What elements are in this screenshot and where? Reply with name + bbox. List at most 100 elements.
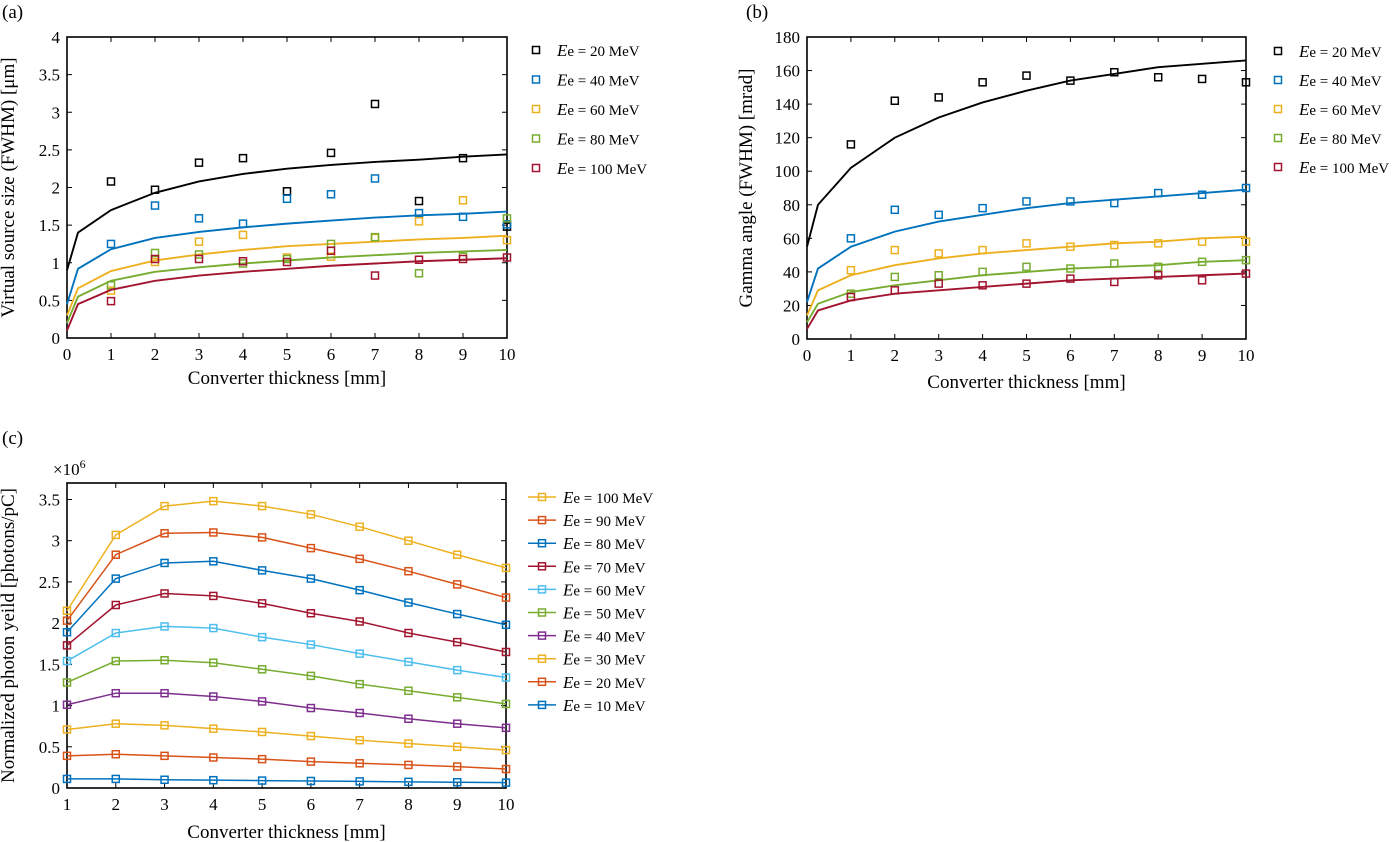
data-point xyxy=(111,749,121,759)
data-point xyxy=(934,93,943,102)
data-point xyxy=(62,700,72,709)
data-point xyxy=(890,286,900,295)
data-point xyxy=(62,725,72,734)
legend-label-text: e = 60 MeV xyxy=(567,103,639,119)
legend-label: Ee = 90 MeV xyxy=(562,511,646,530)
legend-marker-swatch xyxy=(531,134,541,143)
data-point xyxy=(1110,240,1119,250)
legend-label-italic: E xyxy=(556,41,568,60)
data-point xyxy=(370,232,380,242)
x-tick-label: 2 xyxy=(151,345,160,364)
legend-label: Ee = 20 MeV xyxy=(556,41,640,60)
legend-label-italic: E xyxy=(562,534,574,553)
data-point xyxy=(890,205,900,215)
series-9 xyxy=(62,749,511,774)
legend-label-text: e = 50 MeV xyxy=(573,607,645,623)
series-3 xyxy=(62,557,511,637)
legend-label: Ee = 60 MeV xyxy=(562,580,646,599)
data-point xyxy=(257,665,267,674)
data-point xyxy=(282,187,292,196)
data-point xyxy=(111,628,121,638)
data-point xyxy=(846,265,856,275)
fit-curve xyxy=(66,210,508,305)
data-point xyxy=(209,724,218,733)
legend-label: Ee = 30 MeV xyxy=(562,650,646,669)
data-point xyxy=(194,158,204,167)
legend-label-text: e = 100 MeV xyxy=(1309,161,1389,177)
x-tick-label: 5 xyxy=(258,795,267,814)
series-3 xyxy=(806,235,1251,316)
legend-marker-swatch xyxy=(531,163,541,173)
series-line xyxy=(66,560,507,633)
data-point xyxy=(106,281,116,290)
data-point xyxy=(1197,257,1207,267)
data-point xyxy=(194,237,204,246)
y-tick-label: 3 xyxy=(52,532,61,551)
plot-area-frame xyxy=(66,482,507,789)
legend-label-text: e = 70 MeV xyxy=(573,560,645,576)
data-point xyxy=(1153,239,1163,248)
data-point xyxy=(282,257,292,267)
y-tick-label: 0.5 xyxy=(39,738,60,757)
data-point xyxy=(282,194,292,204)
legend-marker-swatch xyxy=(537,700,547,710)
legend-entry: Ee = 60 MeV xyxy=(1273,100,1382,119)
data-point xyxy=(414,217,424,226)
y-tick-label: 0 xyxy=(52,779,61,798)
x-tick-label: 10 xyxy=(499,345,516,364)
legend-entry: Ee = 100 MeV xyxy=(531,159,647,178)
data-point xyxy=(355,679,364,689)
data-point xyxy=(978,267,987,277)
data-point xyxy=(209,658,218,667)
series-2 xyxy=(806,183,1251,303)
legend-marker-swatch xyxy=(1273,133,1283,143)
data-point xyxy=(1153,73,1163,82)
data-point xyxy=(404,598,413,607)
x-tick-label: 5 xyxy=(1022,346,1031,365)
fit-curve xyxy=(806,272,1247,330)
data-point xyxy=(502,235,512,245)
chart-panel-3: (c) 1 2 3 4 5 6 7 8 9 10 0 0.5 1 1.5 2 2.5 3 3.5 Converter … xyxy=(0,428,653,842)
data-point xyxy=(326,190,336,199)
series-line xyxy=(66,500,507,612)
data-point xyxy=(257,727,267,737)
x-tick-label: 2 xyxy=(112,795,121,814)
x-axis-label: Converter thickness [mm] xyxy=(927,372,1125,393)
data-point xyxy=(1022,239,1031,248)
series-line xyxy=(66,659,507,705)
legend-marker-swatch xyxy=(537,608,547,617)
legend-label-italic: E xyxy=(556,130,568,149)
legend-label-text: e = 30 MeV xyxy=(573,653,645,669)
data-point xyxy=(106,239,116,249)
legend-marker-swatch xyxy=(537,492,547,502)
legend-label: Ee = 40 MeV xyxy=(1298,71,1382,90)
legend-label-italic: E xyxy=(1298,129,1310,148)
data-point xyxy=(501,699,511,709)
data-point xyxy=(257,533,267,542)
legend-label-text: e = 20 MeV xyxy=(573,676,645,692)
fit-curve xyxy=(806,235,1247,316)
legend-label-text: e = 20 MeV xyxy=(1309,45,1381,61)
data-point xyxy=(1153,262,1163,272)
legend-entry: Ee = 80 MeV xyxy=(1273,129,1382,148)
fit-curve xyxy=(806,59,1247,247)
legend-label: Ee = 80 MeV xyxy=(562,534,646,553)
data-point xyxy=(194,254,204,264)
data-point xyxy=(355,759,364,768)
data-point xyxy=(355,585,364,595)
data-point xyxy=(978,78,987,87)
data-point xyxy=(978,281,987,290)
series-5 xyxy=(66,246,512,331)
data-point xyxy=(890,272,900,282)
data-point xyxy=(355,554,364,564)
data-point xyxy=(404,777,413,787)
x-axis-label: Converter thickness [mm] xyxy=(187,822,385,842)
data-point xyxy=(209,753,218,762)
legend-marker-swatch xyxy=(537,654,547,663)
data-point xyxy=(160,775,169,785)
panel-label: (a) xyxy=(2,2,23,23)
data-point xyxy=(160,501,169,511)
data-point xyxy=(1022,71,1031,80)
data-point xyxy=(404,739,413,748)
